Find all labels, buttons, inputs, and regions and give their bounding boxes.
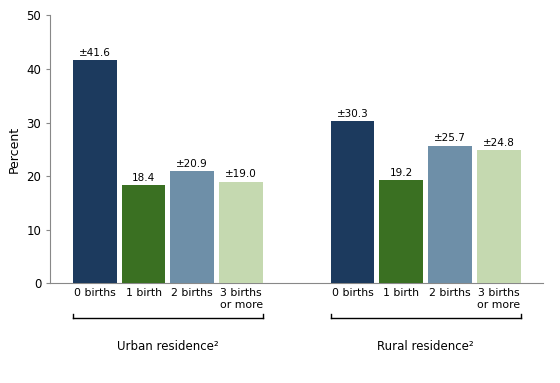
Text: Urban residence²: Urban residence² bbox=[117, 340, 219, 353]
Bar bbox=[477, 151, 521, 283]
Text: ±25.7: ±25.7 bbox=[434, 133, 466, 144]
Text: ±30.3: ±30.3 bbox=[337, 109, 368, 119]
Bar bbox=[219, 182, 263, 283]
Bar bbox=[122, 185, 165, 283]
Text: ±20.9: ±20.9 bbox=[176, 159, 208, 169]
Bar bbox=[170, 171, 214, 283]
Bar bbox=[428, 146, 472, 283]
Text: 19.2: 19.2 bbox=[390, 168, 413, 178]
Text: ±41.6: ±41.6 bbox=[79, 48, 111, 58]
Text: 18.4: 18.4 bbox=[132, 173, 155, 183]
Bar bbox=[379, 180, 423, 283]
Text: ±24.8: ±24.8 bbox=[483, 138, 515, 148]
Text: Rural residence²: Rural residence² bbox=[377, 340, 474, 353]
Text: ±19.0: ±19.0 bbox=[225, 169, 257, 179]
Bar bbox=[330, 121, 375, 283]
Bar bbox=[73, 61, 116, 283]
Y-axis label: Percent: Percent bbox=[8, 126, 21, 173]
